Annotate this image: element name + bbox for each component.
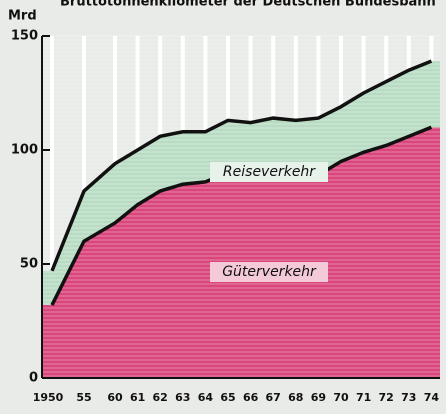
x-tick-label: 67 [266,391,281,404]
chart-title: Bruttotonnenkilometer der Deutschen Bund… [60,0,436,10]
area [42,127,440,378]
y-tick-label: 100 [11,143,38,158]
x-tick-label: 61 [130,391,145,404]
y-axis-label: Mrd [8,9,37,24]
x-tick-label: 74 [424,391,440,404]
x-tick-label: 63 [175,391,190,404]
x-tick-label: 71 [356,391,371,404]
x-tick-label: 64 [198,391,214,404]
x-tick-label: 70 [333,391,349,404]
x-tick-label: 55 [76,391,91,404]
x-tick-label: 65 [220,391,235,404]
label-box [210,262,328,282]
series-label: Güterverkehr [222,264,317,280]
y-tick-label: 150 [11,29,38,44]
area [42,61,440,306]
x-tick-label: 1950 [33,391,64,404]
x-tick-label: 62 [153,391,168,404]
label-box [210,162,328,182]
x-tick-label: 72 [379,391,394,404]
x-tick-label: 73 [401,391,416,404]
y-tick-label: 50 [20,257,38,272]
y-tick-label: 0 [29,371,38,386]
series-label: Reiseverkehr [223,164,316,180]
x-tick-label: 69 [311,391,326,404]
x-tick-label: 60 [107,391,123,404]
x-tick-label: 66 [243,391,259,404]
x-tick-label: 68 [288,391,303,404]
series-line [50,59,433,272]
column-strip [50,36,54,378]
